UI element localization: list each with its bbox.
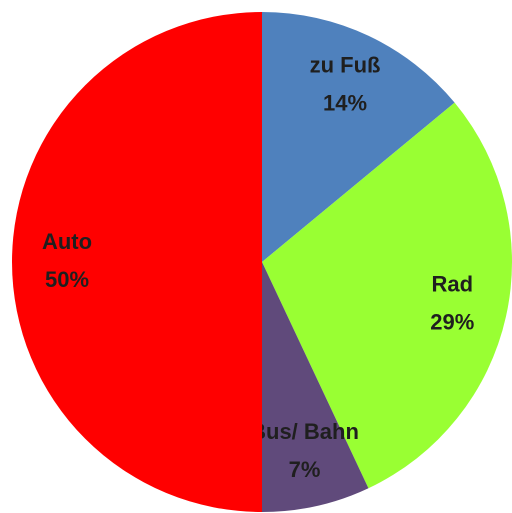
slice-label: Auto [42, 229, 92, 254]
slice-value-label: 7% [289, 457, 321, 482]
pie-slice [262, 12, 455, 262]
slice-value-label: 29% [430, 309, 474, 334]
pie-slice [262, 262, 369, 512]
slice-value-label: 14% [323, 90, 367, 115]
slice-label: Rad [432, 271, 474, 296]
slice-label: Bus/ Bahn [250, 419, 359, 444]
pie-slice [262, 102, 512, 489]
slice-label: zu Fuß [310, 52, 381, 77]
pie-slice [12, 12, 262, 512]
slice-value-label: 50% [45, 267, 89, 292]
